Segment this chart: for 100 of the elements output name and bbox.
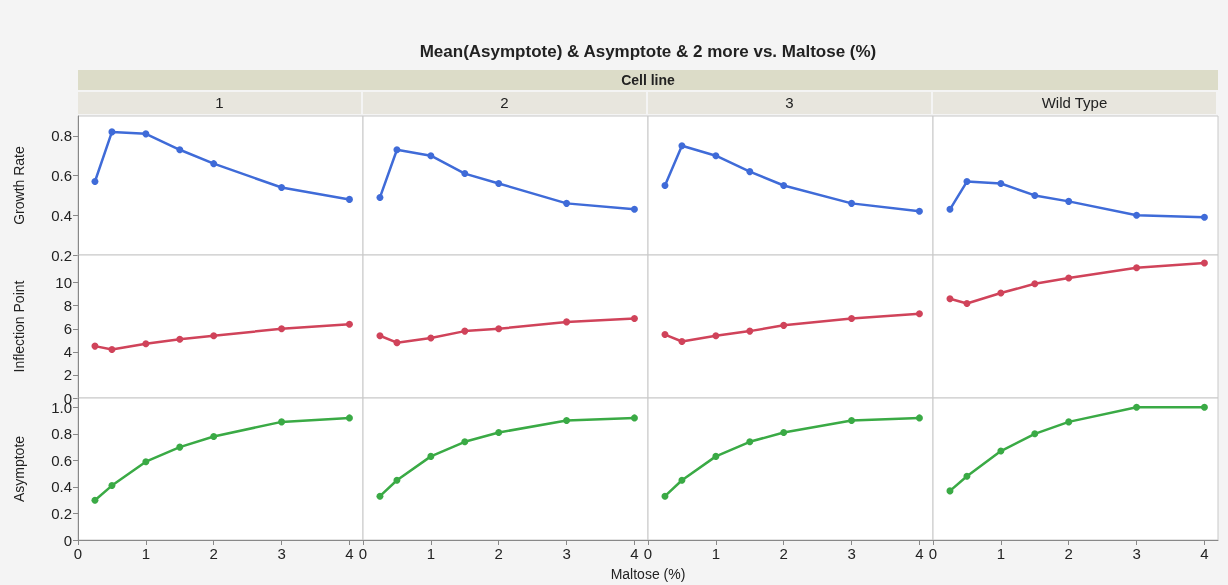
point [1133, 264, 1141, 272]
point [427, 152, 435, 160]
x-tick-label: 0 [643, 545, 653, 562]
point [915, 207, 923, 215]
y-tick-label: 0.4 [51, 478, 72, 496]
point [393, 146, 401, 154]
point [1031, 430, 1039, 438]
y-tick-label: 10 [55, 274, 72, 292]
x-tick-label: 2 [494, 545, 503, 562]
point [108, 482, 116, 490]
point [345, 195, 353, 203]
point [345, 414, 353, 422]
point [712, 332, 720, 340]
point [780, 321, 788, 329]
point [563, 199, 571, 207]
x-tick-label: 0 [928, 545, 938, 562]
point [495, 180, 503, 188]
point [997, 289, 1005, 297]
point [630, 314, 638, 322]
point [495, 325, 503, 333]
x-tick-label: 2 [209, 545, 218, 562]
x-tick-label: 4 [630, 545, 639, 562]
point [946, 205, 954, 213]
point [142, 130, 150, 138]
point [997, 447, 1005, 455]
point [563, 417, 571, 425]
y-tick-label: 0.2 [51, 246, 72, 264]
point [91, 496, 99, 504]
point [712, 152, 720, 160]
point [1031, 191, 1039, 199]
x-tick-label: 4 [345, 545, 354, 562]
chart-title: Mean(Asymptote) & Asymptote & 2 more vs. Maltose (%) [418, 42, 878, 62]
point [461, 438, 469, 446]
x-tick-label: 1 [141, 545, 151, 562]
point [142, 340, 150, 348]
x-tick-label: 1 [711, 545, 721, 562]
point [678, 476, 686, 484]
point [176, 146, 184, 154]
point [91, 178, 99, 186]
point [176, 443, 184, 451]
point [848, 314, 856, 322]
y-tick-label: 0.6 [51, 451, 72, 469]
point [678, 337, 686, 345]
y-tick-label: 4 [63, 343, 72, 361]
point [210, 160, 218, 168]
point [630, 414, 638, 422]
point [427, 452, 435, 460]
point [746, 168, 754, 176]
point [997, 180, 1005, 188]
x-tick-label: 0 [358, 545, 368, 562]
y-tick-label: 6 [63, 320, 72, 338]
y-tick-label: 0.2 [51, 504, 72, 522]
chart-subtitle: 3 [648, 92, 931, 114]
point [963, 299, 971, 307]
point [278, 325, 286, 333]
point [495, 429, 503, 436]
point [1065, 197, 1073, 205]
chart-subtitle: 1 [78, 92, 361, 114]
x-tick-label: 3 [847, 545, 856, 562]
point [1200, 259, 1208, 267]
point [848, 199, 856, 207]
point [963, 472, 971, 480]
point [946, 295, 954, 303]
point [661, 182, 669, 189]
y-tick-label: 0 [63, 531, 72, 549]
point [1065, 418, 1073, 426]
text: Cell line [78, 70, 1218, 90]
y-tick-label: 2 [63, 366, 72, 384]
x-tick-label: 4 [1200, 545, 1209, 562]
point [746, 327, 754, 335]
point [661, 492, 669, 500]
point [461, 327, 469, 335]
point [278, 418, 286, 426]
point [746, 438, 754, 446]
point [563, 318, 571, 326]
point [376, 193, 384, 201]
x-tick-label: 1 [426, 545, 436, 562]
x-tick-label: 3 [1132, 545, 1141, 562]
y-tick-label: 0.6 [51, 167, 72, 185]
x-tick-label: 3 [277, 545, 286, 562]
point [712, 452, 720, 460]
y-tick-label: 0.8 [51, 425, 72, 443]
point [108, 346, 116, 354]
y-axis-title: Growth Rate [11, 146, 27, 225]
point [376, 332, 384, 340]
point [210, 432, 218, 440]
point [780, 429, 788, 436]
point [1200, 403, 1208, 411]
point [210, 332, 218, 340]
point [345, 320, 353, 328]
y-tick-label: 0.4 [51, 206, 72, 224]
y-axis-title: Asymptote [11, 435, 27, 503]
chart-subtitle: 2 [363, 92, 646, 114]
point [427, 334, 435, 342]
point [780, 182, 788, 189]
x-tick-label: 1 [996, 545, 1006, 562]
point [393, 339, 401, 347]
point [461, 170, 469, 178]
point [915, 310, 923, 318]
point [176, 335, 184, 343]
